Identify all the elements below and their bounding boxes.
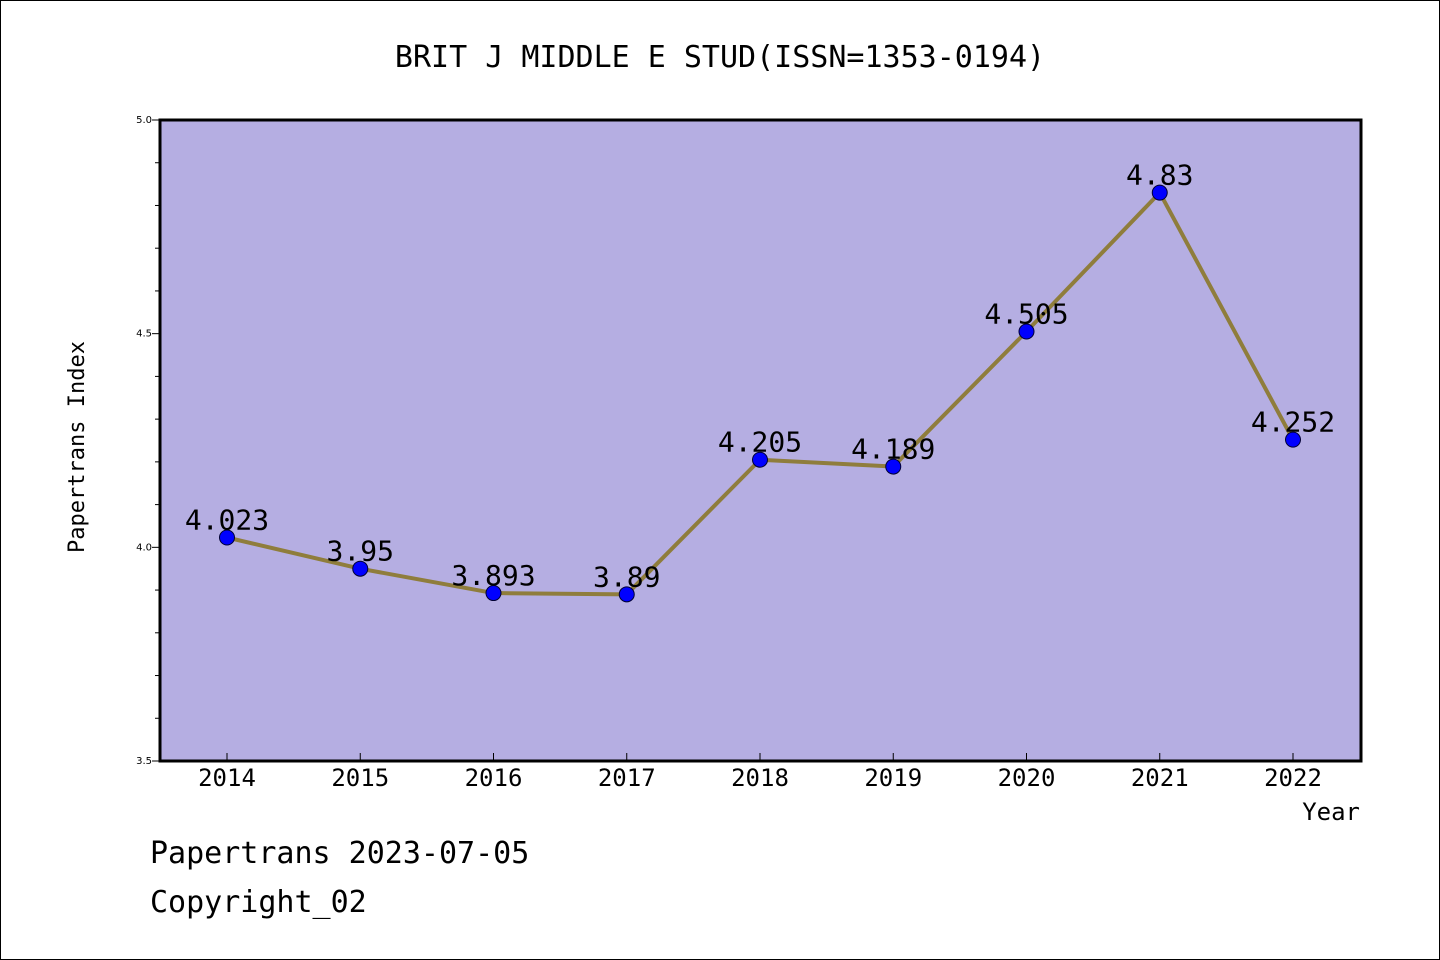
x-tick-label: 2018 <box>731 764 789 792</box>
footer-copyright: Copyright_02 <box>150 885 367 920</box>
data-label: 4.505 <box>984 298 1068 331</box>
footer-date: Papertrans 2023-07-05 <box>150 836 530 871</box>
y-tick-label: 3.5 <box>136 756 152 767</box>
data-label: 3.893 <box>451 559 535 592</box>
x-axis-label: Year <box>1302 798 1360 826</box>
data-label: 3.89 <box>593 560 660 593</box>
data-point <box>1018 323 1035 340</box>
y-axis-label: Papertrans Index <box>65 341 90 553</box>
data-point <box>352 560 369 577</box>
y-tick-label: 4.5 <box>136 329 152 340</box>
plot-area <box>160 120 1361 761</box>
data-label: 4.023 <box>185 504 269 537</box>
data-point <box>618 586 635 603</box>
x-tick-label: 2022 <box>1264 764 1322 792</box>
chart-title: BRIT J MIDDLE E STUD(ISSN=1353-0194) <box>395 40 1045 75</box>
data-label: 4.83 <box>1126 159 1193 192</box>
x-tick-label: 2017 <box>598 764 656 792</box>
data-point <box>885 458 902 475</box>
x-tick-label: 2021 <box>1131 764 1189 792</box>
data-point <box>485 585 502 602</box>
data-point <box>752 451 768 468</box>
x-tick-label: 2016 <box>465 764 523 792</box>
x-tick-label: 2019 <box>864 764 922 792</box>
data-label: 4.252 <box>1251 406 1335 439</box>
data-point <box>1151 184 1168 201</box>
x-tick-label: 2015 <box>331 764 389 792</box>
data-label: 3.95 <box>327 535 394 568</box>
data-label: 4.205 <box>718 426 802 459</box>
data-point <box>1285 431 1301 448</box>
x-tick-label: 2014 <box>198 764 256 792</box>
y-tick-label: 5.0 <box>136 115 152 126</box>
data-label: 4.189 <box>851 433 935 466</box>
x-tick-label: 2020 <box>998 764 1056 792</box>
y-tick-label: 4.0 <box>136 542 152 553</box>
data-point <box>219 529 235 546</box>
